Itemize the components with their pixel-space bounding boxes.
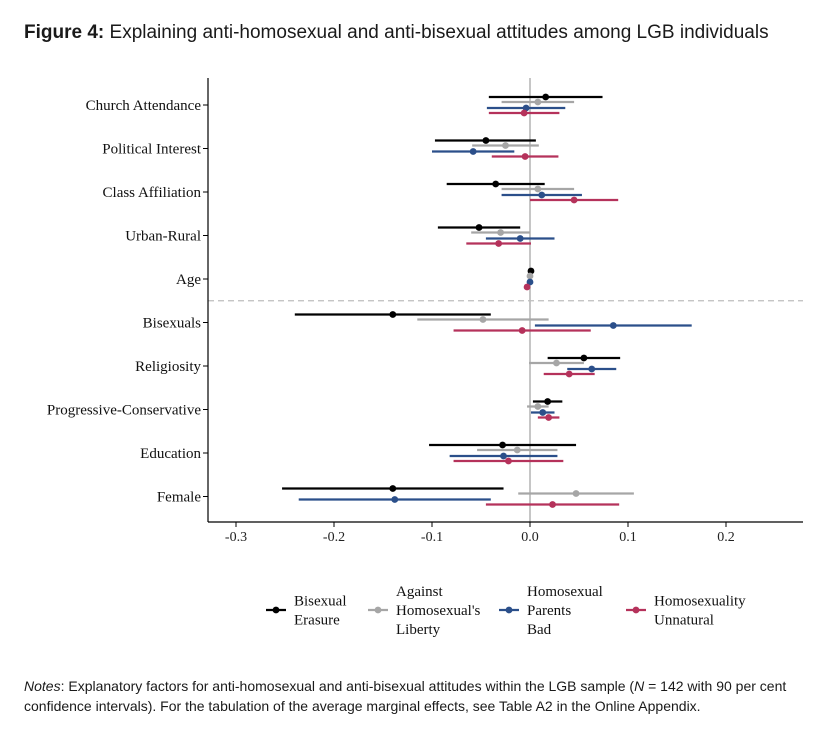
x-tick-label: 0.1	[619, 530, 637, 545]
point-estimate	[513, 446, 521, 454]
point-estimate	[500, 452, 507, 460]
x-tick-label: -0.3	[225, 530, 247, 545]
notes-label: Notes	[24, 678, 61, 694]
legend-label-line: Homosexual's	[396, 603, 481, 619]
legend-key-point	[505, 606, 513, 614]
point-estimate	[534, 185, 542, 193]
point-estimate	[588, 365, 596, 373]
point-estimate	[526, 278, 534, 286]
point-estimate	[495, 240, 503, 247]
point-estimate	[542, 93, 550, 101]
point-estimate	[520, 109, 528, 117]
figure-title-text: Explaining anti-homosexual and anti-bise…	[109, 22, 769, 43]
point-estimate	[534, 98, 542, 106]
point-estimate	[553, 359, 560, 367]
y-tick-label: Bisexuals	[143, 316, 201, 332]
legend-key-point	[272, 606, 280, 614]
point-estimate	[389, 311, 397, 318]
x-tick-label: -0.1	[421, 530, 443, 545]
point-estimate	[539, 409, 547, 416]
coefficient-plot: -0.3 -0.2 -0.1 0.0 0.1 0.2 Church Attendance Po…	[47, 78, 803, 638]
legend-label-line: Against	[396, 584, 443, 600]
y-tick-label: Urban-Rural	[125, 229, 201, 245]
point-estimate	[482, 137, 490, 144]
notes-n-label: N	[634, 678, 645, 694]
legend-label: Homosexuality Unnatural	[654, 594, 746, 629]
point-estimate	[526, 272, 534, 280]
point-estimate	[475, 224, 483, 231]
y-tick-label: Political Interest	[102, 142, 202, 158]
point-estimate	[389, 485, 397, 492]
figure-title: Figure 4: Explaining anti-homosexual and…	[24, 22, 769, 44]
legend-label-line: Liberty	[396, 622, 441, 638]
point-estimate	[518, 327, 526, 334]
legend-label-line: Unnatural	[654, 613, 714, 629]
x-tick-label: 0.2	[717, 530, 735, 545]
point-estimate	[534, 403, 542, 410]
point-estimate	[523, 283, 531, 291]
point-estimate	[565, 370, 573, 378]
legend-label-line: Homosexual	[527, 584, 603, 600]
point-estimate	[572, 490, 580, 497]
y-tick-label: Religiosity	[135, 359, 201, 375]
point-estimate	[570, 196, 578, 204]
figure-notes: Notes: Explanatory factors for anti-homo…	[24, 676, 814, 716]
point-estimate	[479, 316, 487, 323]
x-tick-label: 0.0	[521, 530, 539, 545]
legend-label: Homosexual Parents Bad	[527, 584, 603, 638]
point-estimate	[544, 398, 552, 405]
point-estimate	[549, 501, 556, 508]
notes-text-1: : Explanatory factors for anti-homosexua…	[60, 678, 635, 694]
y-tick-label: Class Affiliation	[103, 185, 202, 201]
legend-key-point	[632, 606, 640, 614]
legend-label-line: Bisexual	[294, 594, 347, 610]
point-estimate	[469, 148, 477, 155]
x-tick-label: -0.2	[323, 530, 345, 545]
legend-label: Bisexual Erasure	[294, 594, 347, 629]
legend-key-point	[374, 606, 382, 614]
point-estimate	[502, 142, 509, 149]
figure-label: Figure 4:	[24, 22, 105, 43]
point-estimate	[521, 153, 529, 160]
point-estimate	[609, 322, 617, 329]
y-tick-label: Age	[176, 272, 201, 288]
y-tick-label: Progressive-Conservative	[47, 403, 201, 419]
point-estimate	[492, 180, 500, 188]
point-estimate	[497, 229, 504, 236]
legend-label-line: Parents	[527, 603, 571, 619]
legend-label-line: Bad	[527, 622, 552, 638]
legend-label: Against Homosexual's Liberty	[396, 584, 481, 638]
point-estimate	[499, 441, 506, 449]
point-estimate	[505, 457, 512, 465]
point-estimate	[580, 354, 588, 362]
y-tick-label: Education	[140, 446, 201, 462]
y-tick-label: Church Attendance	[86, 98, 202, 114]
point-estimate	[391, 496, 399, 503]
legend-label-line: Homosexuality	[654, 594, 746, 610]
y-tick-label: Female	[157, 490, 201, 506]
legend-label-line: Erasure	[294, 613, 340, 629]
point-estimate	[538, 191, 546, 199]
point-estimate	[545, 414, 553, 421]
point-estimate	[516, 235, 524, 242]
notes-text-2: = 142 with 90 per cent confidence interv…	[24, 678, 787, 714]
